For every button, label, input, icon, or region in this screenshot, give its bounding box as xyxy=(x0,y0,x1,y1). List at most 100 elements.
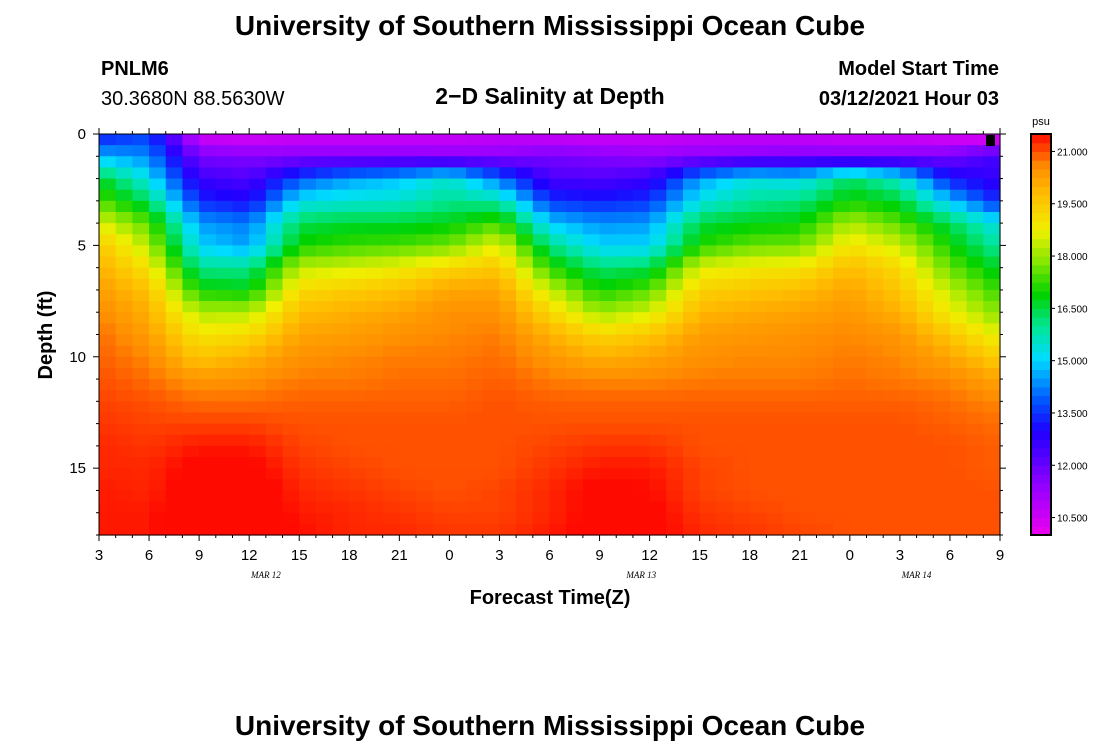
heatmap-cell xyxy=(499,457,517,469)
heatmap-cell xyxy=(949,156,968,169)
heatmap-cell xyxy=(666,145,684,157)
heatmap-cell xyxy=(699,367,717,380)
heatmap-cell xyxy=(966,490,984,503)
heatmap-cell xyxy=(933,156,951,169)
heatmap-cell xyxy=(182,145,200,157)
heatmap-cell xyxy=(115,134,133,146)
heatmap-cell xyxy=(299,156,317,169)
heatmap-cell xyxy=(215,457,234,469)
heatmap-cell xyxy=(215,245,234,258)
heatmap-cell xyxy=(749,434,768,447)
heatmap-cell xyxy=(983,301,1001,313)
heatmap-cell xyxy=(432,367,450,380)
heatmap-cell xyxy=(749,145,768,157)
heatmap-cell xyxy=(399,245,417,258)
heatmap-cell xyxy=(482,134,501,146)
heatmap-cell xyxy=(215,167,234,180)
heatmap-cell xyxy=(599,379,617,391)
heatmap-cell xyxy=(699,145,717,157)
heatmap-cell xyxy=(783,434,801,447)
heatmap-cell xyxy=(916,234,934,246)
heatmap-cell xyxy=(833,312,851,324)
heatmap-cell xyxy=(299,512,317,525)
heatmap-cell xyxy=(749,211,768,224)
heatmap-cell xyxy=(332,189,350,202)
heatmap-cell xyxy=(816,156,834,169)
heatmap-cell xyxy=(499,178,517,191)
heatmap-cell xyxy=(499,301,517,313)
heatmap-cell xyxy=(749,334,768,347)
heatmap-cell xyxy=(332,334,350,347)
heatmap-cell xyxy=(482,445,501,458)
heatmap-cell xyxy=(399,267,417,280)
heatmap-cell xyxy=(966,245,984,258)
heatmap-cell xyxy=(199,223,217,235)
heatmap-cell xyxy=(682,289,701,302)
heatmap-cell xyxy=(299,278,317,291)
heatmap-cell xyxy=(365,401,384,414)
heatmap-cell xyxy=(983,401,1001,414)
heatmap-cell xyxy=(949,423,968,436)
heatmap-cell xyxy=(132,278,150,291)
heatmap-cell xyxy=(466,445,484,458)
heatmap-cell xyxy=(849,501,868,514)
heatmap-cell xyxy=(315,367,334,380)
heatmap-cell xyxy=(232,512,250,525)
heatmap-cell xyxy=(716,134,734,146)
heatmap-cell xyxy=(365,189,384,202)
heatmap-cell xyxy=(132,412,150,425)
heatmap-cell xyxy=(232,412,250,425)
colorbar-segment xyxy=(1031,500,1051,510)
heatmap-cell xyxy=(933,189,951,202)
heatmap-cell xyxy=(449,156,467,169)
heatmap-cell xyxy=(132,256,150,269)
heatmap-cell xyxy=(682,145,701,157)
station-id: PNLM6 xyxy=(101,58,169,80)
heatmap-cell xyxy=(249,301,267,313)
heatmap-cell xyxy=(849,234,868,246)
heatmap-cell xyxy=(716,267,734,280)
heatmap-cell xyxy=(382,211,400,224)
heatmap-cell xyxy=(833,278,851,291)
heatmap-cell xyxy=(499,200,517,213)
heatmap-cell xyxy=(849,267,868,280)
heatmap-cell xyxy=(632,323,651,336)
heatmap-cell xyxy=(199,423,217,436)
heatmap-cell xyxy=(482,323,501,336)
heatmap-cell xyxy=(933,434,951,447)
heatmap-cell xyxy=(315,457,334,469)
heatmap-cell xyxy=(149,278,167,291)
heatmap-cell xyxy=(733,356,751,369)
heatmap-cell xyxy=(249,245,267,258)
heatmap-cell xyxy=(933,512,951,525)
heatmap-cell xyxy=(983,167,1001,180)
heatmap-cell xyxy=(449,523,467,536)
heatmap-cell xyxy=(165,356,184,369)
heatmap-cell xyxy=(699,345,717,358)
heatmap-cell xyxy=(916,379,934,391)
heatmap-cell xyxy=(833,445,851,458)
heatmap-cell xyxy=(182,167,200,180)
heatmap-cell xyxy=(649,189,667,202)
heatmap-cell xyxy=(833,145,851,157)
heatmap-cell xyxy=(766,445,784,458)
heatmap-cell xyxy=(582,423,601,436)
heatmap-cell xyxy=(532,200,551,213)
heatmap-cell xyxy=(866,401,884,414)
heatmap-cell xyxy=(783,390,801,402)
heatmap-cell xyxy=(916,523,934,536)
heatmap-cell xyxy=(699,423,717,436)
heatmap-cell xyxy=(516,223,534,235)
heatmap-cell xyxy=(466,457,484,469)
heatmap-cell xyxy=(933,479,951,492)
heatmap-cell xyxy=(532,523,551,536)
heatmap-cell xyxy=(99,323,117,336)
heatmap-cell xyxy=(799,412,818,425)
heatmap-cell xyxy=(799,256,818,269)
heatmap-cell xyxy=(349,379,367,391)
heatmap-cell xyxy=(983,490,1001,503)
heatmap-cell xyxy=(132,379,150,391)
colorbar-segment xyxy=(1031,404,1051,414)
heatmap-cell xyxy=(449,189,467,202)
heatmap-cell xyxy=(532,334,551,347)
